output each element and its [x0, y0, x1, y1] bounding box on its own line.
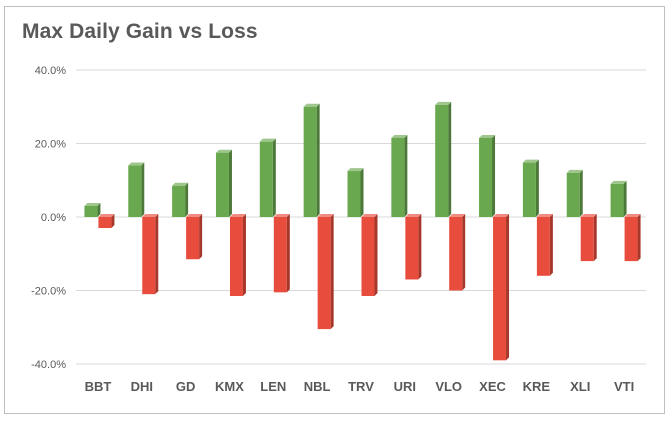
x-axis-ticks: BBT DHI GD KMX LEN NBL TRV URI VLO XEC KRE XLI VTI — [85, 379, 635, 394]
bar-gain-vti — [610, 180, 627, 217]
bar-loss-xec — [493, 214, 510, 361]
bar-loss-vti — [624, 214, 641, 262]
bar-loss-kre — [536, 214, 553, 276]
y-tick-label: 0.0% — [41, 212, 66, 224]
x-tick-label: VTI — [614, 379, 634, 394]
bar-gain-xec — [479, 134, 496, 217]
bar-gain-vlo — [435, 101, 452, 217]
x-tick-label: XEC — [479, 379, 506, 394]
bar-loss-uri — [405, 214, 422, 280]
bar-loss-nbl — [317, 214, 334, 330]
x-tick-label: URI — [394, 379, 416, 394]
x-tick-label: KRE — [523, 379, 551, 394]
bar-loss-xli — [580, 214, 597, 262]
y-tick-label: 20.0% — [35, 139, 66, 151]
chart-title: Max Daily Gain vs Loss — [22, 20, 258, 43]
gridlines — [76, 69, 646, 365]
bar-gain-xli — [566, 169, 583, 217]
y-tick-label: -40.0% — [31, 359, 66, 371]
bar-gain-len — [259, 138, 276, 217]
bar-gain-gd — [172, 182, 189, 217]
bar-loss-len — [273, 214, 290, 293]
bars — [84, 101, 641, 361]
bar-gain-kre — [522, 159, 539, 217]
x-tick-label: XLI — [570, 379, 590, 394]
y-axis-ticks: -40.0% -20.0% 0.0% 20.0% 40.0% — [31, 65, 66, 371]
bar-gain-kmx — [215, 149, 232, 217]
x-tick-label: TRV — [348, 379, 374, 394]
x-tick-label: BBT — [85, 379, 112, 394]
bar-gain-uri — [391, 134, 408, 217]
bar-loss-vlo — [449, 214, 466, 291]
y-tick-label: 40.0% — [35, 65, 66, 77]
x-tick-label: VLO — [435, 379, 462, 394]
bar-gain-dhi — [128, 162, 145, 217]
bar-loss-trv — [361, 214, 378, 297]
x-tick-label: LEN — [260, 379, 286, 394]
chart-frame — [4, 6, 665, 414]
bar-loss-kmx — [229, 214, 246, 297]
x-tick-label: GD — [176, 379, 196, 394]
x-tick-label: NBL — [304, 379, 331, 394]
bar-gain-trv — [347, 168, 364, 217]
x-tick-label: DHI — [131, 379, 153, 394]
bar-gain-bbt — [84, 202, 101, 217]
bar-loss-gd — [186, 214, 203, 260]
bar-loss-dhi — [142, 214, 159, 295]
bar-loss-bbt — [98, 214, 115, 229]
y-tick-label: -20.0% — [31, 286, 66, 298]
x-tick-label: KMX — [215, 379, 244, 394]
bar-gain-nbl — [303, 103, 320, 217]
